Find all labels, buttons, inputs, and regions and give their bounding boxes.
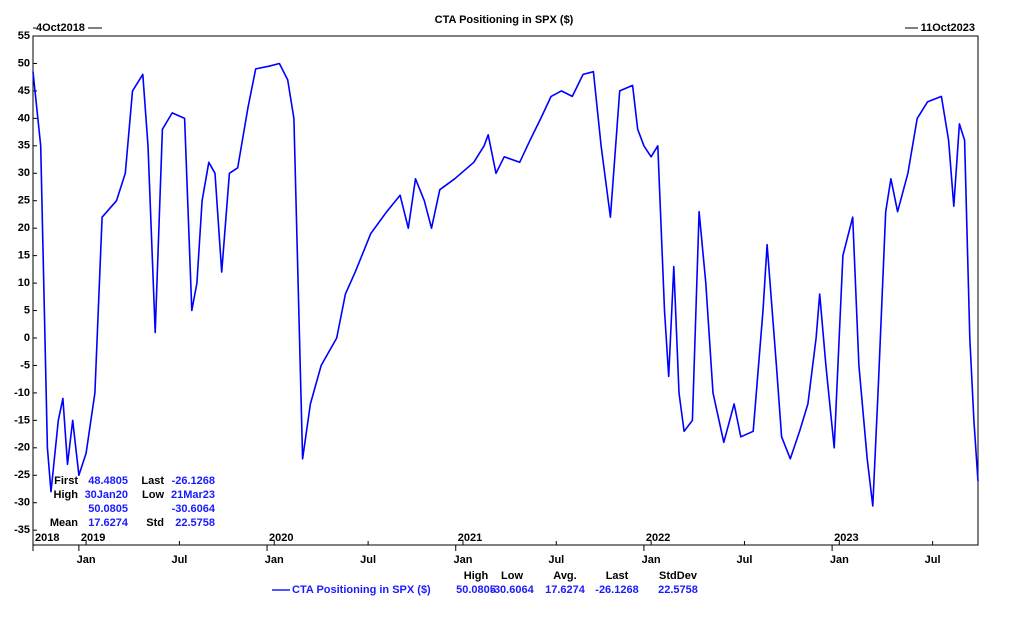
stat-label: High bbox=[54, 489, 79, 501]
x-tick-label: Jul bbox=[737, 554, 753, 566]
y-tick-label: -5 bbox=[20, 359, 30, 371]
y-tick-label: 30 bbox=[18, 167, 30, 179]
y-tick-label: -35 bbox=[14, 524, 30, 536]
stat-value: -30.6064 bbox=[172, 503, 216, 515]
y-tick-label: -30 bbox=[14, 497, 30, 509]
series-line bbox=[32, 62, 979, 507]
stat-value: 50.0805 bbox=[88, 503, 128, 515]
legend-header: High bbox=[464, 570, 489, 582]
y-tick-label: 50 bbox=[18, 57, 30, 69]
year-label: 2020 bbox=[269, 532, 293, 544]
x-tick-label: Jul bbox=[548, 554, 564, 566]
y-tick-label: 0 bbox=[24, 332, 30, 344]
y-tick-label: -15 bbox=[14, 414, 30, 426]
stats-box: First 48.4805 Last -26.1268 High 30Jan20… bbox=[50, 475, 216, 529]
year-label: 2022 bbox=[646, 532, 670, 544]
y-tick-label: 40 bbox=[18, 112, 30, 124]
stat-value: 17.6274 bbox=[88, 517, 129, 529]
y-tick-label: 25 bbox=[18, 195, 30, 207]
y-tick-label: 5 bbox=[24, 304, 30, 316]
x-tick-label: Jan bbox=[453, 554, 472, 566]
y-tick-label: -10 bbox=[14, 387, 30, 399]
x-tick-label: Jan bbox=[830, 554, 849, 566]
year-label: 2021 bbox=[458, 532, 482, 544]
legend-value: 50.0805 bbox=[456, 584, 496, 596]
legend-header: Low bbox=[501, 570, 523, 582]
legend-header: StdDev bbox=[659, 570, 698, 582]
stat-label: Last bbox=[141, 475, 164, 487]
stat-value: -26.1268 bbox=[172, 475, 215, 487]
stat-label: Low bbox=[142, 489, 164, 501]
stat-label: Mean bbox=[50, 517, 78, 529]
end-label: 11Oct2023 bbox=[921, 22, 975, 34]
stat-value: 30Jan20 bbox=[85, 489, 128, 501]
x-tick-label: Jul bbox=[925, 554, 941, 566]
x-tick-label: Jul bbox=[171, 554, 187, 566]
stat-value: 21Mar23 bbox=[171, 489, 215, 501]
y-tick-label: 10 bbox=[18, 277, 30, 289]
y-tick-label: -20 bbox=[14, 442, 30, 454]
x-tick-label: Jan bbox=[77, 554, 96, 566]
stat-value: 48.4805 bbox=[88, 475, 128, 487]
legend-value: -26.1268 bbox=[595, 584, 638, 596]
x-tick-label: Jan bbox=[642, 554, 661, 566]
stat-value: 22.5758 bbox=[175, 517, 215, 529]
legend-header: Avg. bbox=[553, 570, 576, 582]
legend-entry: CTA Positioning in SPX ($) bbox=[292, 584, 431, 596]
legend-value: 17.6274 bbox=[545, 584, 586, 596]
plot-frame bbox=[32, 35, 979, 546]
x-tick-label: Jul bbox=[360, 554, 376, 566]
stat-label: First bbox=[54, 475, 78, 487]
y-tick-label: 35 bbox=[18, 140, 30, 152]
legend-value: -30.6064 bbox=[490, 584, 534, 596]
y-tick-label: -25 bbox=[14, 469, 30, 481]
y-tick-label: 45 bbox=[18, 85, 30, 97]
x-tick-label: Jan bbox=[265, 554, 284, 566]
chart-title: CTA Positioning in SPX ($) bbox=[435, 14, 574, 26]
stat-label: Std bbox=[146, 517, 164, 529]
legend-header: Last bbox=[606, 570, 629, 582]
y-tick-label: 20 bbox=[18, 222, 30, 234]
year-label: 2019 bbox=[81, 532, 105, 544]
y-tick-label: 55 bbox=[18, 30, 30, 42]
year-label: 2018 bbox=[35, 532, 59, 544]
year-label: 2023 bbox=[834, 532, 858, 544]
legend-value: 22.5758 bbox=[658, 584, 698, 596]
start-label: 4Oct2018 bbox=[36, 22, 85, 34]
y-tick-label: 15 bbox=[18, 250, 30, 262]
